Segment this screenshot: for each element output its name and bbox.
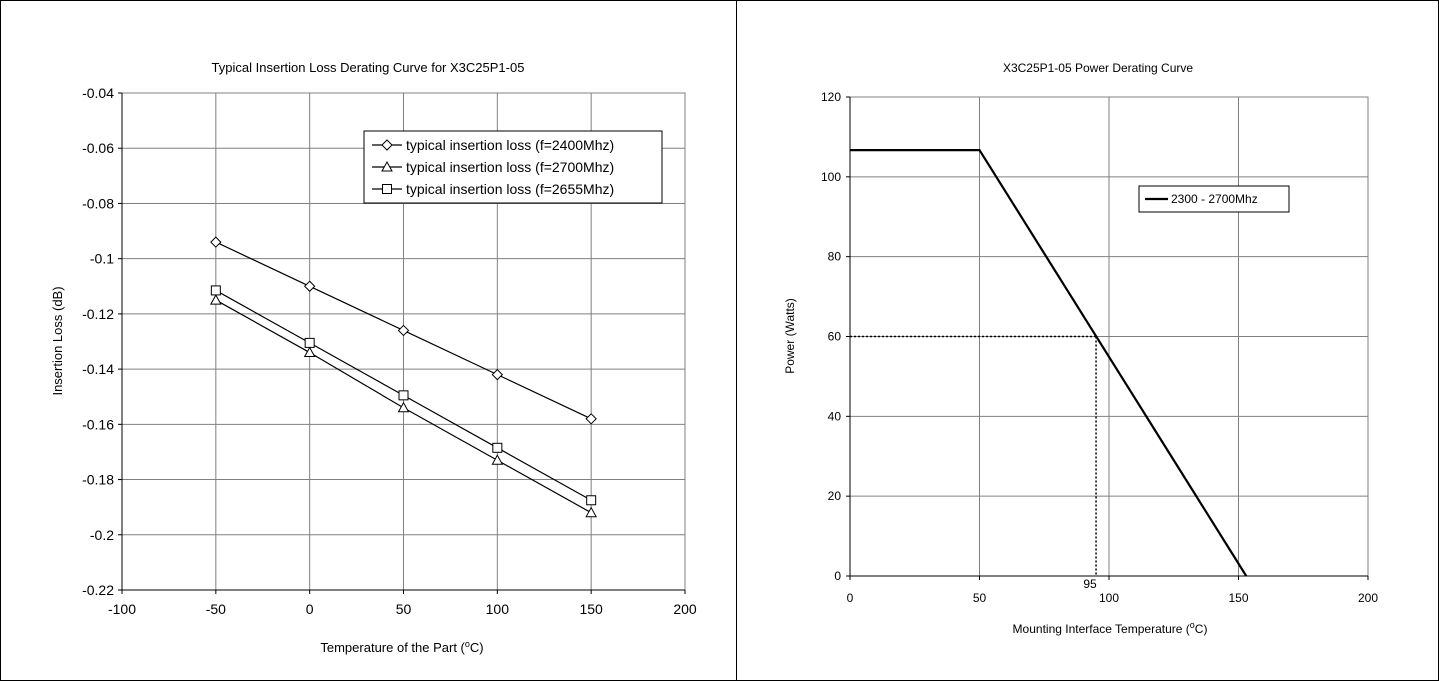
legend: 2300 - 2700Mhz <box>1138 185 1290 213</box>
chart-title: Typical Insertion Loss Derating Curve fo… <box>212 60 525 75</box>
series-group <box>850 148 1248 577</box>
x-tick-label: 0 <box>847 591 854 605</box>
diamond-data-point <box>491 368 504 381</box>
legend-triangle-marker <box>381 160 393 172</box>
y-tick-label: 20 <box>828 489 842 503</box>
x-tick-label: 100 <box>486 601 510 617</box>
x-tick-label: 100 <box>1099 591 1119 605</box>
legend-entries: typical insertion loss (f=2400Mhz) typica… <box>372 137 614 197</box>
square-data-point <box>492 442 503 453</box>
y-axis-label: Power (Watts) <box>783 298 797 374</box>
x-axis-label: Temperature of the Part (oC) <box>320 639 483 655</box>
triangle-data-point <box>491 454 504 465</box>
y-tick-label: -0.2 <box>90 527 114 543</box>
legend-label: typical insertion loss (f=2700Mhz) <box>406 159 614 175</box>
annotation-group: 95 <box>850 335 1097 591</box>
diamond-data-point <box>397 324 410 337</box>
power-derating-line <box>850 148 1248 577</box>
insertion-loss-chart: Typical Insertion Loss Derating Curve fo… <box>50 60 697 655</box>
power-derating-chart: X3C25P1-05 Power Derating Curve 0 20 40 60 8… <box>783 61 1378 636</box>
legend-entries: 2300 - 2700Mhz <box>1145 192 1258 206</box>
x-tick-label: -50 <box>206 601 226 617</box>
legend-label: typical insertion loss (f=2655Mhz) <box>406 181 614 197</box>
legend: typical insertion loss (f=2400Mhz) typica… <box>363 130 663 204</box>
triangle-data-point <box>209 294 222 305</box>
y-tick-labels: -0.04 -0.06 -0.08 -0.1 -0.12 -0.14 -0.16 -0.18 -… <box>82 85 114 598</box>
y-tick-label: -0.04 <box>82 85 114 101</box>
legend-diamond-marker <box>381 139 393 151</box>
square-data-point <box>304 337 315 348</box>
y-tick-label: -0.18 <box>82 472 114 488</box>
chart-title: X3C25P1-05 Power Derating Curve <box>1003 61 1193 75</box>
x-tick-labels: -100 -50 0 50 100 150 200 <box>108 601 697 617</box>
x-tick-labels: 0 50 100 150 200 <box>847 591 1379 605</box>
x-tick-label: 150 <box>579 601 603 617</box>
y-tick-label: -0.22 <box>82 582 114 598</box>
y-tick-label: -0.12 <box>82 306 114 322</box>
annotation-label: 95 <box>1083 577 1097 591</box>
y-tick-label: -0.16 <box>82 416 114 432</box>
triangle-data-point <box>397 401 410 413</box>
y-tick-label: 120 <box>821 90 841 104</box>
x-axis-label: Mounting Interface Temperature (oC) <box>1013 620 1208 636</box>
diamond-data-point <box>210 236 222 248</box>
x-tick-label: 150 <box>1228 591 1248 605</box>
series-group <box>209 236 598 518</box>
triangle-data-point <box>585 506 598 518</box>
panel-divider <box>736 0 737 681</box>
legend-label: 2300 - 2700Mhz <box>1171 192 1258 206</box>
x-tick-label: 0 <box>306 601 314 617</box>
diamond-data-point <box>585 413 597 425</box>
legend-square-marker <box>382 184 392 194</box>
y-tick-label: 40 <box>828 409 842 423</box>
legend-label: typical insertion loss (f=2400Mhz) <box>406 137 614 153</box>
y-tick-label: 80 <box>828 250 842 264</box>
triangle-data-point <box>303 346 316 358</box>
y-axis-label: Insertion Loss (dB) <box>50 286 65 395</box>
y-tick-label: 100 <box>821 170 841 184</box>
y-tick-label: -0.08 <box>82 195 114 211</box>
y-tick-label: 0 <box>834 569 841 583</box>
x-tick-label: 50 <box>973 591 987 605</box>
square-data-point <box>210 285 221 296</box>
y-tick-label: 60 <box>828 330 842 344</box>
y-tick-labels: 0 20 40 60 80 100 120 <box>821 90 841 583</box>
y-tick-label: -0.06 <box>82 140 114 156</box>
diamond-data-point <box>303 280 316 292</box>
square-data-point <box>398 390 409 401</box>
x-tick-label: 50 <box>396 601 412 617</box>
x-tick-label: -100 <box>108 601 136 617</box>
legend-box <box>363 130 663 204</box>
y-tick-label: -0.14 <box>82 361 114 377</box>
y-tick-label: -0.1 <box>90 251 114 267</box>
square-data-point <box>586 495 597 506</box>
x-tick-label: 200 <box>1358 591 1378 605</box>
x-tick-label: 200 <box>673 601 697 617</box>
